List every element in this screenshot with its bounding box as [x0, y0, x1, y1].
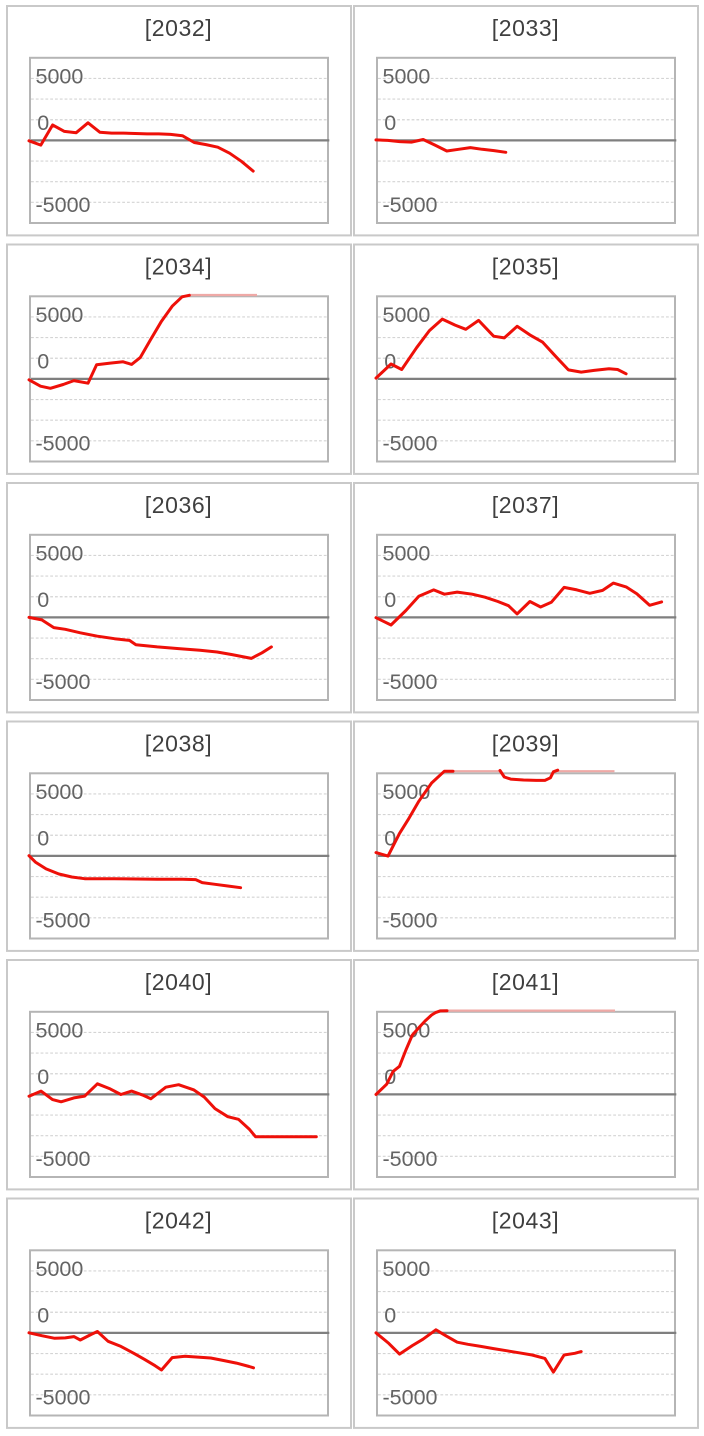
svg-text:-5000: -5000: [36, 1147, 91, 1171]
svg-text:5000: 5000: [36, 1257, 84, 1281]
svg-text:0: 0: [384, 111, 396, 135]
svg-text:5000: 5000: [383, 303, 431, 327]
svg-text:0: 0: [37, 826, 49, 850]
svg-text:[2033]: [2033]: [492, 15, 560, 41]
svg-text:0: 0: [384, 1303, 396, 1327]
svg-text:-5000: -5000: [36, 670, 91, 694]
svg-text:[2042]: [2042]: [145, 1207, 213, 1233]
svg-text:5000: 5000: [36, 1019, 84, 1043]
svg-text:-5000: -5000: [36, 1385, 91, 1409]
svg-text:-5000: -5000: [36, 193, 91, 217]
svg-text:[2036]: [2036]: [145, 492, 213, 518]
svg-text:-5000: -5000: [383, 670, 438, 694]
svg-text:[2040]: [2040]: [145, 969, 213, 995]
svg-text:5000: 5000: [383, 780, 431, 804]
svg-text:0: 0: [37, 1065, 49, 1089]
svg-text:[2032]: [2032]: [145, 15, 213, 41]
svg-text:[2035]: [2035]: [492, 253, 560, 279]
svg-text:-5000: -5000: [36, 908, 91, 932]
svg-text:5000: 5000: [36, 303, 84, 327]
svg-text:-5000: -5000: [383, 1385, 438, 1409]
svg-text:[2034]: [2034]: [145, 253, 213, 279]
svg-text:5000: 5000: [383, 65, 431, 89]
svg-text:0: 0: [37, 111, 49, 135]
svg-text:-5000: -5000: [383, 1147, 438, 1171]
svg-text:-5000: -5000: [383, 908, 438, 932]
svg-text:[2041]: [2041]: [492, 969, 560, 995]
svg-text:-5000: -5000: [383, 431, 438, 455]
svg-text:[2043]: [2043]: [492, 1207, 560, 1233]
svg-text:-5000: -5000: [383, 193, 438, 217]
svg-text:[2038]: [2038]: [145, 730, 213, 756]
svg-text:-5000: -5000: [36, 431, 91, 455]
svg-text:5000: 5000: [36, 542, 84, 566]
svg-text:0: 0: [384, 826, 396, 850]
svg-text:5000: 5000: [36, 65, 84, 89]
svg-text:[2037]: [2037]: [492, 492, 560, 518]
svg-text:0: 0: [384, 588, 396, 612]
svg-text:5000: 5000: [383, 542, 431, 566]
svg-text:[2039]: [2039]: [492, 730, 560, 756]
svg-text:0: 0: [37, 588, 49, 612]
svg-text:5000: 5000: [383, 1257, 431, 1281]
svg-text:0: 0: [37, 1303, 49, 1327]
svg-text:5000: 5000: [36, 780, 84, 804]
svg-text:0: 0: [37, 349, 49, 373]
